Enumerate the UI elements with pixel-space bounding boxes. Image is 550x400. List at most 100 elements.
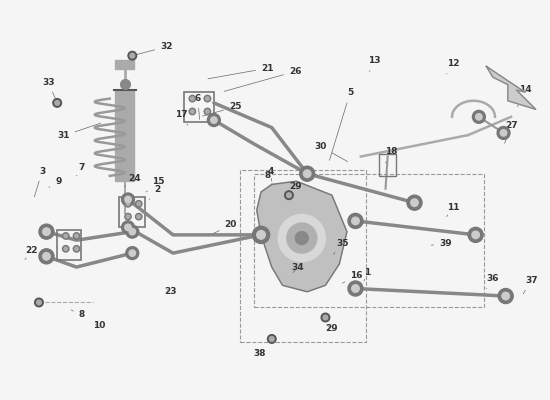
Circle shape (39, 224, 54, 239)
Circle shape (267, 335, 276, 343)
Text: 20: 20 (213, 220, 237, 234)
Circle shape (135, 214, 142, 220)
Circle shape (125, 224, 131, 230)
Text: 35: 35 (334, 239, 349, 254)
Circle shape (126, 202, 130, 206)
Circle shape (135, 200, 142, 207)
Circle shape (64, 247, 68, 250)
Circle shape (321, 313, 329, 322)
Circle shape (191, 110, 194, 113)
Circle shape (191, 97, 194, 100)
Text: 26: 26 (224, 67, 301, 92)
Text: 13: 13 (368, 56, 381, 72)
Circle shape (257, 230, 265, 239)
Text: 31: 31 (57, 123, 101, 140)
Text: 6: 6 (195, 94, 201, 120)
Circle shape (278, 214, 326, 262)
Text: 17: 17 (175, 110, 188, 125)
Text: 29: 29 (289, 182, 301, 195)
Circle shape (37, 300, 41, 305)
Circle shape (122, 193, 134, 206)
Circle shape (129, 228, 135, 235)
Circle shape (207, 114, 221, 126)
Circle shape (472, 110, 485, 123)
Circle shape (351, 285, 359, 292)
Circle shape (63, 246, 69, 252)
Circle shape (498, 288, 513, 304)
Circle shape (304, 170, 311, 178)
Circle shape (128, 51, 136, 60)
Circle shape (75, 247, 78, 250)
Text: 1: 1 (364, 268, 370, 281)
Text: 32: 32 (135, 42, 173, 55)
Circle shape (497, 126, 510, 139)
Polygon shape (257, 181, 347, 292)
Text: 15: 15 (146, 178, 164, 192)
Text: 14: 14 (518, 85, 531, 107)
Circle shape (126, 225, 139, 238)
Circle shape (252, 226, 270, 244)
Text: 33: 33 (42, 78, 56, 100)
Circle shape (472, 231, 480, 239)
Circle shape (129, 250, 135, 256)
Bar (379, 154, 396, 176)
Circle shape (287, 223, 317, 253)
Text: 9: 9 (49, 178, 62, 187)
Text: 27: 27 (504, 120, 518, 143)
Text: 16: 16 (343, 271, 362, 283)
Text: 22: 22 (25, 246, 37, 260)
Text: 30: 30 (315, 142, 348, 162)
Circle shape (407, 195, 422, 210)
Circle shape (126, 215, 130, 218)
Bar (184, 92, 214, 122)
Circle shape (285, 191, 293, 200)
Text: 5: 5 (329, 88, 353, 160)
Polygon shape (486, 66, 536, 109)
Circle shape (122, 221, 134, 234)
Circle shape (43, 228, 50, 236)
Circle shape (137, 202, 140, 206)
Circle shape (39, 249, 54, 264)
Circle shape (348, 281, 363, 296)
Circle shape (206, 97, 209, 100)
Text: 23: 23 (164, 287, 177, 296)
Circle shape (323, 315, 328, 320)
Text: 25: 25 (202, 102, 241, 116)
Text: 2: 2 (150, 185, 160, 200)
Text: 3: 3 (35, 167, 45, 197)
Circle shape (270, 336, 274, 341)
Text: 36: 36 (486, 274, 499, 288)
Bar (115, 90, 134, 181)
Circle shape (35, 298, 43, 307)
Text: 34: 34 (291, 263, 304, 272)
Circle shape (73, 233, 80, 239)
Circle shape (468, 227, 483, 242)
Circle shape (204, 95, 211, 102)
Circle shape (348, 214, 363, 228)
Circle shape (189, 95, 196, 102)
Text: 7: 7 (76, 164, 85, 176)
Circle shape (63, 233, 69, 239)
Circle shape (130, 53, 135, 58)
Circle shape (53, 99, 62, 107)
Text: 12: 12 (447, 60, 459, 74)
Text: 4: 4 (267, 167, 274, 181)
Circle shape (204, 108, 211, 115)
Circle shape (351, 217, 359, 225)
Circle shape (211, 117, 217, 123)
Circle shape (300, 166, 315, 181)
Text: 8: 8 (71, 310, 85, 320)
Text: 11: 11 (447, 203, 459, 217)
Circle shape (476, 114, 482, 120)
Bar (115, 60, 134, 68)
Circle shape (137, 215, 140, 218)
Circle shape (43, 252, 50, 260)
Circle shape (73, 246, 80, 252)
Text: 29: 29 (326, 324, 338, 334)
Bar (57, 230, 81, 260)
Circle shape (55, 100, 59, 105)
Circle shape (287, 193, 292, 198)
Circle shape (75, 234, 78, 238)
Circle shape (125, 214, 131, 220)
Text: 10: 10 (92, 321, 105, 330)
